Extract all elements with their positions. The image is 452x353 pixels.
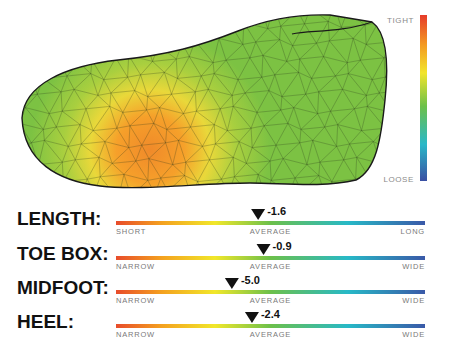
marker: [245, 312, 259, 323]
marker: [225, 278, 239, 289]
foot-scan: [5, 4, 423, 198]
gauge-title: TOE BOX:: [17, 243, 109, 264]
mesh-lines: [5, 4, 423, 198]
foot-outline: [22, 15, 387, 188]
tick-label: LONG: [401, 227, 425, 236]
figure: TIGHT LOOSE LENGTH: SHORT AVERAGE LONG -1.6 TOE…: [0, 0, 452, 353]
gauge-track: [116, 324, 425, 328]
tick-label: WIDE: [402, 330, 425, 339]
tick-label: AVERAGE: [250, 262, 291, 271]
tick-label: AVERAGE: [250, 227, 291, 236]
gauge: MIDFOOT: NARROW AVERAGE WIDE -5.0: [17, 274, 425, 305]
value-label: -0.9: [273, 240, 292, 252]
tick-label: NARROW: [116, 296, 155, 305]
page: TIGHT LOOSE LENGTH: SHORT AVERAGE LONG -1.6 TOE…: [0, 0, 452, 353]
tick-label: NARROW: [116, 330, 155, 339]
marker: [257, 244, 271, 255]
value-label: -5.0: [241, 274, 260, 286]
gauge: HEEL: NARROW AVERAGE WIDE -2.4: [17, 308, 425, 339]
tick-label: NARROW: [116, 262, 155, 271]
tick-label: WIDE: [402, 296, 425, 305]
color-scale-bar: [420, 15, 427, 181]
collar-line: [292, 22, 372, 34]
gauge-track: [116, 221, 425, 225]
color-scale-top-label: TIGHT: [387, 16, 414, 25]
tick-label: WIDE: [402, 262, 425, 271]
value-label: -2.4: [261, 308, 281, 320]
tick-label: AVERAGE: [250, 330, 291, 339]
tick-label: SHORT: [116, 227, 146, 236]
foot-mesh: [5, 4, 423, 198]
gauge-title: LENGTH:: [17, 208, 101, 229]
gauge-track: [116, 290, 425, 294]
value-label: -1.6: [267, 205, 286, 217]
color-scale-bottom-label: LOOSE: [383, 175, 414, 184]
gauge: LENGTH: SHORT AVERAGE LONG -1.6: [17, 205, 425, 236]
gauge: TOE BOX: NARROW AVERAGE WIDE -0.9: [17, 240, 425, 271]
gauge-track: [116, 256, 425, 260]
gauge-title: MIDFOOT:: [17, 277, 109, 298]
gauge-title: HEEL:: [17, 311, 74, 332]
tick-label: AVERAGE: [250, 296, 291, 305]
marker: [251, 209, 265, 220]
